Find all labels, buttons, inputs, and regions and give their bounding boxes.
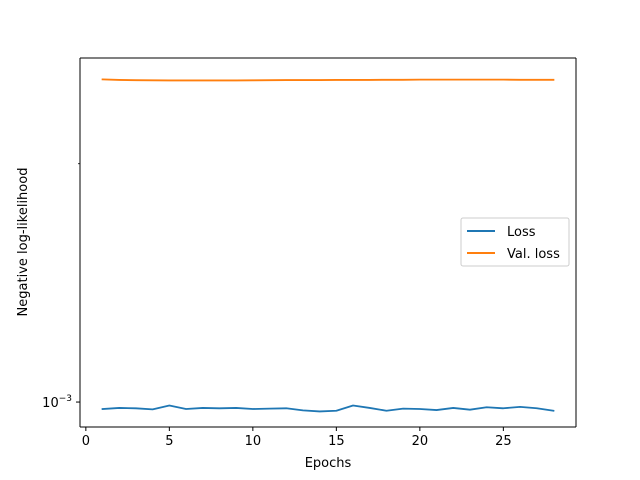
x-tick-label: 0 [82, 434, 90, 449]
series-line-val-loss [101, 78, 555, 82]
x-tick-label: 10 [245, 434, 262, 449]
series-line-loss [101, 404, 555, 413]
x-tick-label: 20 [412, 434, 429, 449]
y-axis-ticks: 10−3 [42, 163, 80, 411]
x-axis-ticks: 0 5 10 15 20 25 [82, 427, 512, 449]
legend: Loss Val. loss [460, 217, 570, 267]
legend-label-val-loss: Val. loss [507, 247, 560, 262]
axes-frame [79, 57, 577, 428]
legend-label-loss: Loss [507, 225, 536, 240]
x-axis-label: Epochs [305, 456, 352, 471]
x-tick-label: 15 [328, 434, 345, 449]
series-layer [101, 78, 555, 413]
x-tick-label: 25 [495, 434, 512, 449]
x-tick-label: 5 [165, 434, 173, 449]
y-tick-label: 10−3 [42, 394, 72, 411]
y-axis-label: Negative log-likelihood [16, 168, 31, 317]
